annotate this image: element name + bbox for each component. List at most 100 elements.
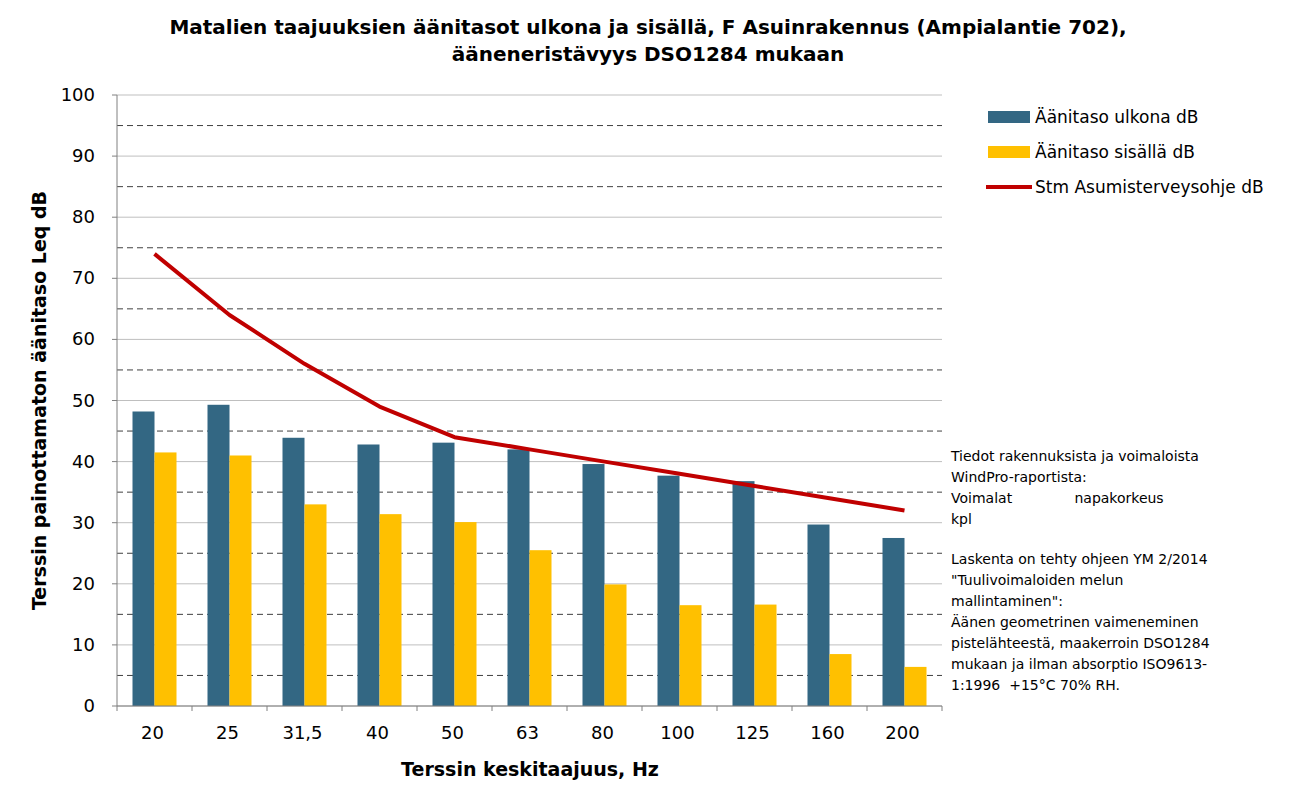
x-tick-label: 20 [141,722,164,743]
grid-line [117,156,942,157]
y-tick [112,522,117,523]
bar [283,438,305,706]
legend: Äänitaso ulkona dB Äänitaso sisällä dB Stm… [986,107,1264,197]
x-tick [117,706,118,711]
minor-grid-line [117,431,942,432]
bar [230,455,252,706]
x-tick [342,706,343,711]
y-tick-label: 70 [72,267,95,288]
annotation: "Tuulivoimaloiden melun [951,572,1123,588]
legend-label: Äänitaso sisällä dB [1035,142,1195,162]
x-tick-label: 25 [216,722,239,743]
y-axis-label: Terssin painottamaton äänitaso Leq dB [28,191,50,610]
x-tick [267,706,268,711]
annotation: pistelähteestä, maakerroin DSO1284 [951,635,1210,651]
annotation: Laskenta on tehty ohjeen YM 2/2014 [951,551,1208,567]
chart-canvas: 0102030405060708090100202531,54050638010… [0,0,1295,799]
bar [883,538,905,706]
bar [658,476,680,706]
y-tick [112,278,117,279]
x-axis-label: Terssin keskitaajuus, Hz [401,758,659,780]
bar [208,405,230,706]
minor-grid-line [117,308,942,309]
grid-line [117,95,942,96]
y-tick-label: 30 [72,512,95,533]
annotation: kpl [951,511,972,527]
legend-swatch [986,185,1032,189]
bar [583,464,605,706]
y-tick [112,95,117,96]
minor-grid-line [117,369,942,370]
bar [530,550,552,706]
legend-swatch [988,146,1030,158]
x-tick-label: 80 [591,722,614,743]
y-tick [112,400,117,401]
x-tick-label: 100 [660,722,694,743]
grid-line [117,706,942,707]
chart-title: Matalien taajuuksien äänitasot ulkona ja… [118,14,1178,68]
grid-line [117,400,942,401]
bar [155,452,177,706]
y-tick-label: 90 [72,145,95,166]
y-tick [112,156,117,157]
x-tick [492,706,493,711]
bar [455,522,477,706]
x-tick-label: 50 [441,722,464,743]
grid-line [117,339,942,340]
annotation: Äänen geometrinen vaimeneminen [951,613,1199,630]
legend-label: Äänitaso ulkona dB [1035,107,1198,127]
bar [433,443,455,706]
x-tick-label: 63 [516,722,539,743]
grid-line [117,278,942,279]
x-tick [717,706,718,711]
bar [808,525,830,706]
x-tick [867,706,868,711]
bar [380,514,402,706]
bar [830,654,852,706]
minor-grid-line [117,125,942,126]
legend-swatch [988,111,1030,123]
line [155,254,905,511]
plot-area [133,254,927,706]
bar [508,449,530,706]
bar [905,667,927,706]
y-tick [112,217,117,218]
x-tick [192,706,193,711]
y-tick-label: 100 [61,84,95,105]
y-tick-label: 0 [84,695,95,716]
x-tick-label: 160 [810,722,844,743]
legend-label: Stm Asumisterveysohje dB [1035,177,1264,197]
x-axis [117,706,942,707]
y-tick [112,461,117,462]
grid-line [117,217,942,218]
x-tick [942,706,943,711]
annotation: Tiedot rakennuksista ja voimaloista [950,448,1199,464]
bar [733,481,755,706]
x-tick [417,706,418,711]
y-tick-label: 80 [72,206,95,227]
y-tick-label: 10 [72,634,95,655]
annotation: WindPro-raportista: [951,469,1087,485]
x-tick [642,706,643,711]
bar [755,605,777,706]
bar [358,444,380,706]
x-tick-label: 40 [366,722,389,743]
annotation: 1:1996 +15°C 70% RH. [951,677,1120,693]
y-tick [112,706,117,707]
annotation: Voimalat napakorkeus [951,490,1164,506]
x-tick-label: 125 [735,722,769,743]
bar [680,605,702,706]
x-tick [792,706,793,711]
y-tick-label: 20 [72,573,95,594]
y-tick [112,339,117,340]
bar [305,504,327,706]
bar [133,411,155,706]
y-tick-label: 40 [72,451,95,472]
minor-grid-line [117,186,942,187]
x-tick-label: 200 [885,722,919,743]
y-tick [112,644,117,645]
annotation: mallintaminen": [951,593,1063,609]
y-tick [112,583,117,584]
minor-grid-line [117,247,942,248]
y-tick-label: 60 [72,328,95,349]
